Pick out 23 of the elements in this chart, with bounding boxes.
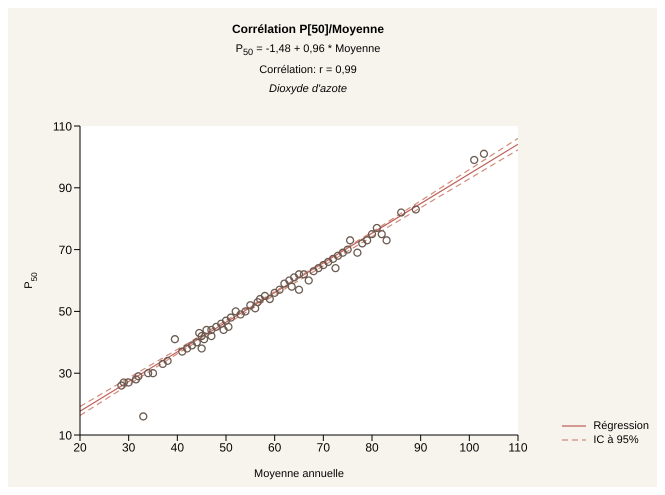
y-tick-label: 50 <box>58 304 72 319</box>
x-tick-label: 90 <box>414 440 428 455</box>
x-tick-label: 40 <box>170 440 184 455</box>
x-tick-label: 60 <box>268 440 282 455</box>
legend-label: Régression <box>593 420 649 432</box>
x-tick-label: 80 <box>365 440 379 455</box>
y-tick-label: 110 <box>52 119 72 134</box>
x-tick-label: 30 <box>122 440 136 455</box>
x-tick-label: 20 <box>73 440 87 455</box>
y-tick-label: 70 <box>58 242 72 257</box>
x-tick-label: 100 <box>459 440 480 455</box>
text: Corrélation: r = 0,99 <box>258 64 358 76</box>
chart-title: Corrélation P[50]/Moyenne <box>230 22 386 36</box>
y-tick-label: 30 <box>58 366 72 380</box>
x-tick-label: 70 <box>316 440 330 455</box>
legend-label: IC à 95% <box>593 434 639 446</box>
y-tick-label: 10 <box>58 428 72 442</box>
x-tick-label: 110 <box>508 440 528 455</box>
text: Dioxyde d'azote <box>268 83 348 96</box>
x-tick-label: 50 <box>219 440 233 455</box>
chart-subtitle: P$_{50}$ = -1,48 + 0,96 * Moyenne <box>234 43 382 58</box>
x-axis-title: Moyenne annuelle <box>254 468 344 480</box>
y-tick-label: 90 <box>58 181 72 196</box>
